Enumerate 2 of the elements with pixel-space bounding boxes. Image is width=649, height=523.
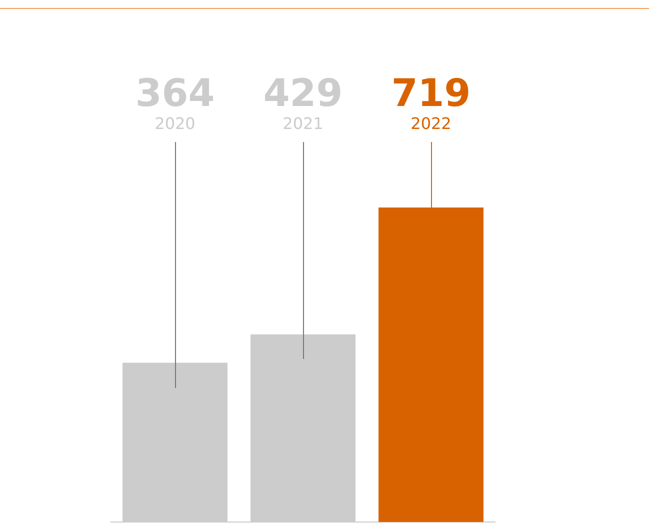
x-tick-label: 2022 [410, 114, 452, 133]
data-label: 719 [391, 71, 471, 115]
